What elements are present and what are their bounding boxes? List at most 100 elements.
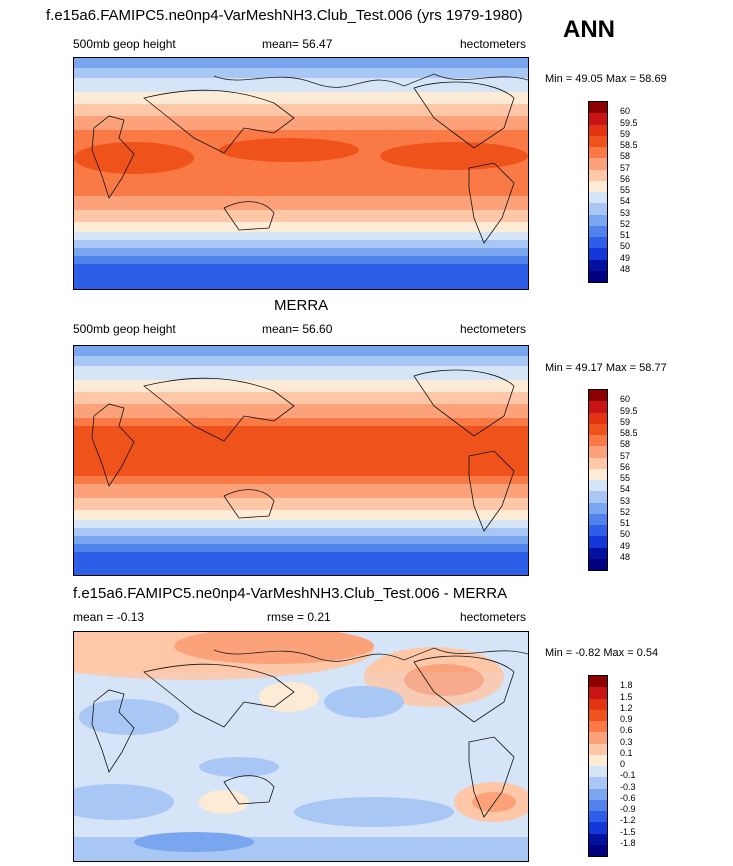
colorbar-tick-label: -0.1 [620,770,636,781]
colorbar-tick-label: 48 [620,263,631,274]
colorbar-tick-label: 0.6 [620,725,633,736]
colorbar-tick-label: -1.5 [620,826,636,837]
colorbar-swatch [589,525,607,537]
colorbar-swatch [589,102,607,114]
panel-2-colorbar [588,389,608,571]
colorbar-swatch [589,709,607,721]
colorbar-swatch [589,214,607,226]
colorbar-swatch [589,698,607,710]
colorbar-tick-label: -1.8 [620,837,636,848]
colorbar-tick-label: 48 [620,551,631,562]
colorbar-swatch [589,135,607,147]
colorbar-swatch [589,743,607,755]
colorbar-swatch [589,721,607,733]
colorbar-tick-label: 0.3 [620,736,633,747]
colorbar-tick-label: 58 [620,151,631,162]
colorbar-tick-label: 60 [620,394,631,405]
colorbar-swatch [589,547,607,559]
colorbar-tick-label: 53 [620,207,631,218]
colorbar-tick-label: 60 [620,106,631,117]
colorbar-swatch [589,401,607,413]
colorbar-swatch [589,468,607,480]
colorbar-tick-label: -0.9 [620,804,636,814]
colorbar-tick-label: 1.2 [620,702,633,713]
colorbar-swatch [589,687,607,699]
season-label: ANN [563,16,615,43]
colorbar-swatch [589,225,607,237]
colorbar-swatch [589,147,607,159]
colorbar-tick-label: 59.5 [620,117,638,128]
colorbar-swatch [589,788,607,800]
colorbar-tick-label: 59 [620,128,631,139]
colorbar-swatch [589,799,607,811]
colorbar-tick-label: -0.3 [620,781,636,792]
panel-1-minmax: Min = 49.05 Max = 58.69 [545,73,667,85]
panel-2-variable-label: 500mb geop height [73,322,176,336]
panel-3-colorbar [588,675,608,857]
colorbar-tick-label: 49 [620,252,631,263]
colorbar-tick-label: 59.5 [620,405,638,416]
panel-1-units-label: hectometers [460,37,527,51]
colorbar-swatch [589,491,607,503]
panel-3-title: f.e15a6.FAMIPC5.ne0np4-VarMeshNH3.Club_T… [73,585,508,602]
panel-3-rmse-label: rmse = 0.21 [267,610,331,624]
colorbar-swatch [589,180,607,192]
panel-3-units-label: hectometers [460,610,527,624]
colorbar-swatch [589,237,607,249]
panel-3-mean-label: mean = -0.13 [73,610,145,624]
colorbar-swatch [589,777,607,789]
colorbar-tick-label: 1.8 [620,680,633,691]
colorbar-swatch [589,811,607,823]
panel-1-mean-label: mean= 56.47 [262,37,333,51]
colorbar-tick-label: -1.2 [620,815,636,826]
colorbar-swatch [589,844,607,856]
panel-1-variable-label: 500mb geop height [73,37,176,51]
colorbar-swatch [589,754,607,766]
colorbar-tick-label: 0 [620,759,626,769]
colorbar-swatch [589,676,607,688]
colorbar-swatch [589,457,607,469]
colorbar-tick-label: 55 [620,473,631,483]
colorbar-tick-label: 58.5 [620,140,638,150]
colorbar-swatch [589,435,607,447]
colorbar-swatch [589,203,607,215]
colorbar-tick-label: 49 [620,540,631,551]
colorbar-tick-label: 54 [620,196,631,207]
colorbar-tick-label: 56 [620,461,631,472]
colorbar-tick-label: 52 [620,506,631,517]
colorbar-tick-label: 52 [620,218,631,229]
panel-2-title: MERRA [274,297,329,314]
colorbar-swatch [589,446,607,458]
colorbar-swatch [589,536,607,548]
colorbar-tick-label: 51 [620,230,631,240]
colorbar-tick-label: -0.6 [620,792,636,803]
panel-3-map-field [74,632,528,861]
panel-3-minmax: Min = -0.82 Max = 0.54 [545,647,659,659]
colorbar-swatch [589,822,607,834]
colorbar-tick-label: 53 [620,495,631,506]
colorbar-swatch [589,412,607,424]
colorbar-tick-label: 56 [620,173,631,184]
colorbar-tick-label: 55 [620,185,631,195]
colorbar-swatch [589,192,607,204]
colorbar-swatch [589,766,607,778]
colorbar-swatch [589,833,607,845]
colorbar-swatch [589,248,607,260]
colorbar-swatch [589,169,607,181]
colorbar-swatch [589,502,607,514]
colorbar-swatch [589,558,607,570]
colorbar-swatch [589,513,607,525]
colorbar-tick-label: 57 [620,450,631,461]
colorbar-tick-label: 1.5 [620,691,633,702]
colorbar-tick-label: 58.5 [620,428,638,438]
panel-1-title: f.e15a6.FAMIPC5.ne0np4-VarMeshNH3.Club_T… [46,7,523,24]
panel-3-map [73,631,529,862]
colorbar-swatch [589,124,607,136]
colorbar-swatch [589,423,607,435]
colorbar-swatch [589,259,607,271]
colorbar-swatch [589,113,607,125]
colorbar-tick-label: 54 [620,484,631,495]
colorbar-tick-label: 50 [620,241,631,252]
colorbar-swatch [589,270,607,282]
panel-1-map [73,57,529,290]
